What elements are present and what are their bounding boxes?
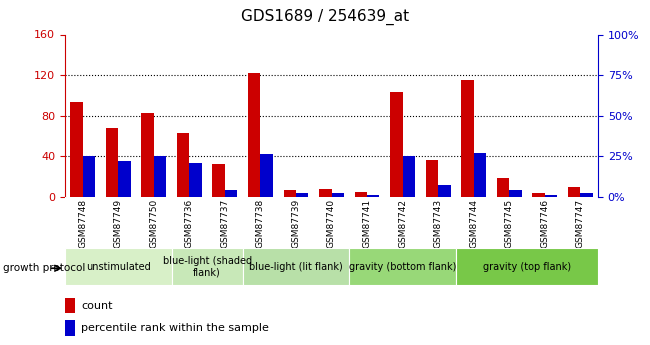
Bar: [474, 153, 486, 197]
Bar: [545, 195, 557, 197]
Text: GSM87746: GSM87746: [540, 199, 549, 248]
Bar: [261, 155, 273, 197]
Text: GSM87750: GSM87750: [150, 199, 159, 248]
Bar: [65, 298, 75, 313]
Bar: [242, 248, 349, 285]
Text: gravity (bottom flank): gravity (bottom flank): [349, 262, 456, 272]
Bar: [497, 178, 509, 197]
Bar: [296, 194, 308, 197]
Bar: [142, 112, 154, 197]
Text: GSM87749: GSM87749: [114, 199, 123, 248]
Text: GSM87736: GSM87736: [185, 199, 194, 248]
Text: GSM87740: GSM87740: [327, 199, 336, 248]
Text: GSM87747: GSM87747: [576, 199, 585, 248]
Text: GSM87738: GSM87738: [256, 199, 265, 248]
Bar: [568, 187, 580, 197]
Bar: [189, 162, 202, 197]
Bar: [349, 248, 456, 285]
Text: unstimulated: unstimulated: [86, 262, 151, 272]
Bar: [390, 92, 402, 197]
Bar: [438, 185, 450, 197]
Text: GSM87744: GSM87744: [469, 199, 478, 248]
Bar: [509, 190, 521, 197]
Text: GSM87737: GSM87737: [220, 199, 229, 248]
Bar: [319, 188, 332, 197]
Bar: [283, 189, 296, 197]
Bar: [462, 80, 474, 197]
Text: percentile rank within the sample: percentile rank within the sample: [81, 323, 269, 333]
Text: GSM87741: GSM87741: [363, 199, 372, 248]
Bar: [65, 320, 75, 336]
Bar: [70, 102, 83, 197]
Bar: [213, 164, 225, 197]
Bar: [177, 133, 189, 197]
Bar: [225, 190, 237, 197]
Bar: [402, 156, 415, 197]
Bar: [426, 160, 438, 197]
Text: gravity (top flank): gravity (top flank): [483, 262, 571, 272]
Text: count: count: [81, 301, 112, 311]
Bar: [65, 248, 172, 285]
Bar: [332, 194, 344, 197]
Text: GSM87739: GSM87739: [291, 199, 300, 248]
Text: GSM87742: GSM87742: [398, 199, 407, 248]
Text: blue-light (shaded
flank): blue-light (shaded flank): [162, 256, 252, 277]
Bar: [172, 248, 242, 285]
Bar: [456, 248, 598, 285]
Text: blue-light (lit flank): blue-light (lit flank): [249, 262, 343, 272]
Bar: [355, 191, 367, 197]
Bar: [83, 156, 95, 197]
Bar: [106, 128, 118, 197]
Bar: [367, 195, 380, 197]
Text: GSM87745: GSM87745: [504, 199, 514, 248]
Text: GDS1689 / 254639_at: GDS1689 / 254639_at: [241, 9, 409, 25]
Bar: [580, 194, 593, 197]
Text: growth protocol: growth protocol: [3, 264, 86, 273]
Text: GSM87748: GSM87748: [78, 199, 87, 248]
Bar: [154, 156, 166, 197]
Bar: [248, 73, 261, 197]
Bar: [532, 193, 545, 197]
Text: GSM87743: GSM87743: [434, 199, 443, 248]
Bar: [118, 161, 131, 197]
